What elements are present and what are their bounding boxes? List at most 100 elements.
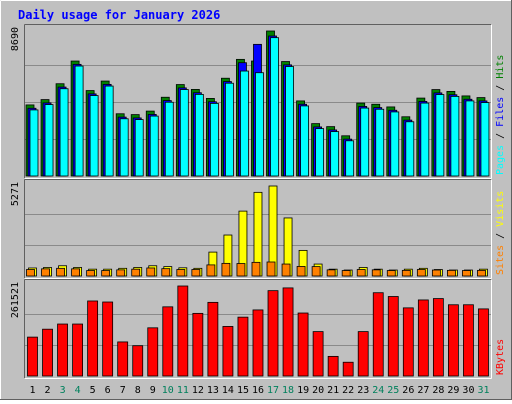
bar-pages: [119, 118, 129, 177]
day-label: 19: [297, 385, 309, 396]
day-label: 16: [252, 385, 264, 396]
day-label: 14: [222, 385, 234, 396]
bar-pages: [330, 131, 340, 177]
bar-pages: [194, 94, 204, 177]
bar-sites: [86, 270, 96, 277]
bar-sites: [116, 269, 126, 277]
bar-kbytes: [147, 327, 159, 377]
chart-panels: 8690 Pages / Files / Hits 5271 Sites / Visi…: [10, 24, 506, 379]
bar-pages: [240, 70, 249, 177]
bar-kbytes: [177, 285, 189, 377]
bar-pages: [134, 119, 144, 177]
bar-kbytes: [132, 345, 144, 377]
right-legend: Pages / Files / Hits: [495, 55, 506, 175]
bar-sites: [236, 263, 246, 277]
y-max-label: 5271: [10, 182, 21, 206]
bar-sites: [101, 270, 111, 277]
bar-pages: [59, 88, 69, 177]
chart-title: Daily usage for January 2026: [18, 8, 220, 22]
bar-kbytes: [237, 316, 249, 377]
day-label: 21: [327, 385, 339, 396]
bar-kbytes: [102, 301, 114, 377]
legend-text: Sites / Visits: [495, 191, 506, 275]
bar-sites: [281, 263, 291, 277]
bar-pages: [405, 121, 415, 177]
right-legend: KBytes: [495, 339, 506, 375]
bar-pages: [345, 140, 355, 177]
bar-sites: [416, 269, 426, 277]
bar-kbytes: [342, 361, 354, 377]
bar-sites: [221, 262, 231, 277]
day-label: 28: [432, 385, 444, 396]
bar-pages: [285, 66, 294, 177]
bar-kbytes: [463, 304, 474, 377]
y-max-label: 8690: [10, 27, 21, 51]
bar-pages: [149, 115, 159, 177]
panel-kbytes: 261521 KBytes: [10, 279, 506, 379]
bar-kbytes: [27, 336, 38, 377]
legend-text: KBytes: [495, 339, 506, 375]
y-max-label: 261521: [10, 282, 21, 318]
bar-kbytes: [222, 326, 234, 377]
bar-sites: [41, 268, 50, 277]
bar-sites: [401, 269, 411, 277]
legend-separator: /: [495, 127, 506, 145]
bar-kbytes: [312, 331, 324, 377]
bar-kbytes: [267, 290, 279, 377]
day-label: 9: [150, 385, 156, 396]
day-label: 11: [177, 385, 189, 396]
bar-sites: [56, 267, 65, 277]
bar-kbytes: [357, 331, 369, 377]
day-label: 18: [282, 385, 294, 396]
bar-pages: [44, 104, 54, 177]
bar-pages: [209, 103, 219, 177]
bar-sites: [176, 269, 186, 277]
bar-kbytes: [327, 355, 339, 377]
bar-sites: [131, 268, 141, 277]
legend-separator: /: [495, 79, 506, 97]
day-label: 23: [357, 385, 369, 396]
bar-kbytes: [478, 308, 489, 377]
day-label: 3: [60, 385, 66, 396]
bar-pages: [255, 72, 264, 177]
bar-sites: [251, 261, 261, 277]
bar-pages: [420, 102, 430, 177]
day-label: 8: [135, 385, 141, 396]
bar-kbytes: [417, 299, 429, 377]
legend-text: Pages / Files / Hits: [495, 55, 506, 175]
day-label: 17: [267, 385, 279, 396]
day-label: 24: [372, 385, 384, 396]
bar-pages: [74, 65, 84, 177]
bar-pages: [450, 96, 460, 177]
day-label: 25: [387, 385, 399, 396]
bar-kbytes: [432, 298, 444, 377]
day-label: 4: [75, 385, 81, 396]
bar-kbytes: [192, 312, 204, 377]
day-label: 2: [45, 385, 51, 396]
bar-pages: [360, 107, 370, 177]
bar-pages: [465, 100, 475, 177]
legend-item-files: Files: [495, 97, 506, 127]
day-label: 26: [402, 385, 414, 396]
legend-item-sites: Sites: [495, 245, 506, 275]
bar-kbytes: [282, 287, 294, 377]
bar-kbytes: [57, 323, 68, 377]
legend-separator: /: [495, 227, 506, 245]
bar-kbytes: [117, 341, 129, 377]
bar-kbytes: [252, 309, 264, 377]
bar-sites: [447, 269, 456, 277]
bar-kbytes: [87, 300, 99, 377]
day-label: 22: [342, 385, 354, 396]
bar-pages: [390, 111, 400, 177]
day-label: 6: [105, 385, 111, 396]
bar-sites: [311, 266, 321, 277]
bar-sites: [386, 270, 396, 277]
bar-pages: [164, 101, 174, 177]
day-label: 7: [120, 385, 126, 396]
day-label: 10: [162, 385, 174, 396]
right-legend: Sites / Visits: [495, 191, 506, 275]
bar-pages: [315, 128, 325, 177]
bar-sites: [296, 266, 306, 277]
bar-pages: [104, 85, 114, 177]
